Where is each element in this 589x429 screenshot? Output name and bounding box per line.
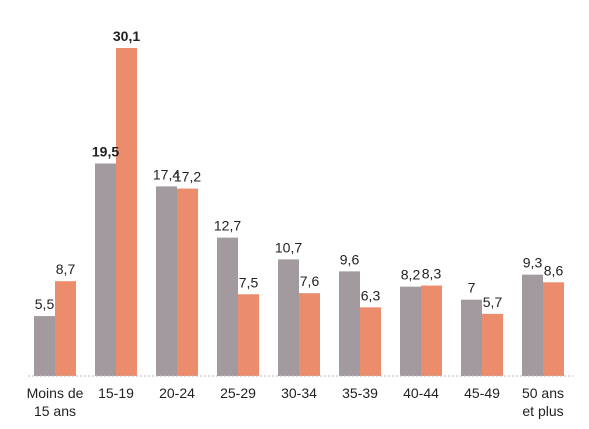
value-label-5-series-0: 9,6 (340, 251, 360, 267)
value-label-0-series-1: 8,7 (56, 261, 76, 277)
value-label-1-series-0: 19,5 (92, 144, 119, 160)
category-label-6-line-0: 40-44 (403, 385, 439, 401)
category-label-7-line-0: 45-49 (464, 385, 500, 401)
bar-1-series-0 (95, 163, 116, 376)
value-label-2-series-0: 17,4 (153, 166, 180, 182)
category-label-3-line-0: 25-29 (220, 385, 256, 401)
value-label-1-series-1: 30,1 (113, 28, 140, 44)
value-label-3-series-1: 7,5 (239, 274, 259, 290)
bar-4-series-1 (299, 293, 320, 376)
bar-5-series-1 (360, 307, 381, 376)
bar-7-series-0 (461, 299, 482, 376)
bar-0-series-0 (34, 316, 55, 376)
bar-3-series-0 (217, 237, 238, 376)
bars-group (34, 48, 564, 376)
bar-1-series-1 (116, 48, 137, 376)
bar-6-series-0 (400, 286, 421, 376)
value-label-7-series-0: 7 (468, 280, 476, 296)
category-label-0-line-0: Moins de (27, 385, 84, 401)
category-label-2-line-0: 20-24 (159, 385, 195, 401)
value-label-8-series-1: 8,6 (544, 262, 564, 278)
bar-5-series-0 (339, 271, 360, 376)
value-label-4-series-1: 7,6 (300, 273, 320, 289)
category-label-5-line-0: 35-39 (342, 385, 378, 401)
value-label-6-series-1: 8,3 (422, 266, 442, 282)
category-label-0-line-1: 15 ans (34, 403, 76, 419)
value-labels-group: 5,5 8,7 19,5 30,1 17,417,2 12,7 7,5 10,7 7,6 9,6 6… (35, 28, 564, 312)
bar-2-series-0 (156, 186, 177, 376)
x-axis-tick-labels: Moins de 15 ans 15-19 20-24 25-29 30-34 35-39 4… (27, 385, 564, 419)
value-label-8-series-0: 9,3 (523, 255, 543, 271)
bar-8-series-0 (522, 274, 543, 376)
value-label-2-series-1: 17,2 (174, 169, 201, 185)
bar-4-series-0 (278, 259, 299, 376)
value-label-4-series-0: 10,7 (275, 239, 302, 255)
value-label-0-series-0: 5,5 (35, 296, 55, 312)
bar-8-series-1 (543, 282, 564, 376)
bar-3-series-1 (238, 294, 259, 376)
category-label-1-line-0: 15-19 (98, 385, 134, 401)
value-label-3-series-0: 12,7 (214, 218, 241, 234)
value-label-7-series-1: 5,7 (483, 294, 503, 310)
bar-7-series-1 (482, 313, 503, 376)
category-label-8-line-0: 50 ans (522, 385, 564, 401)
bar-6-series-1 (421, 285, 442, 376)
category-label-8-line-1: et plus (522, 403, 563, 419)
bar-0-series-1 (55, 281, 76, 376)
value-label-6-series-0: 8,2 (401, 267, 421, 283)
value-label-5-series-1: 6,3 (361, 287, 381, 303)
category-label-4-line-0: 30-34 (281, 385, 317, 401)
bar-2-series-1 (177, 188, 198, 376)
